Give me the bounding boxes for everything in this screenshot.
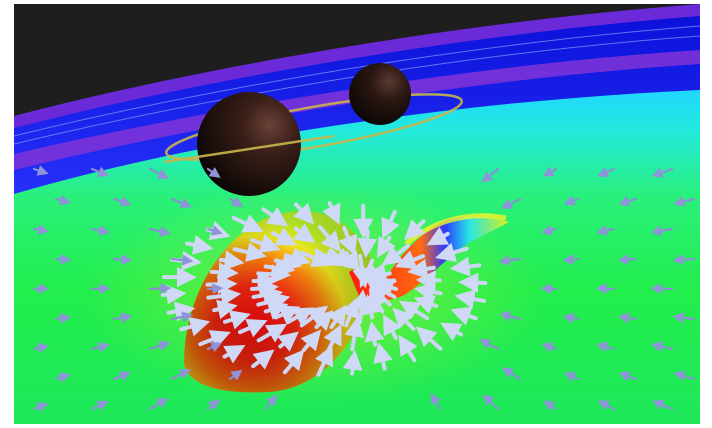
field-arrow [468,282,485,283]
field-arrow [568,259,578,260]
field-arrow [208,295,231,298]
field-arrow [371,280,394,282]
field-arrow [212,272,229,273]
field-arrow [163,294,177,295]
field-arrow [623,259,636,260]
field-arrow [56,318,66,319]
field-arrow [459,265,479,267]
field-arrow [369,304,372,318]
field-arrow [221,260,235,262]
field-arrow [266,267,286,270]
field-arrow [207,284,227,285]
field-arrow [656,288,672,289]
field-arrow [208,288,218,289]
field-arrow [373,331,375,345]
field-arrow [366,231,367,248]
field-arrow [678,259,694,260]
black-hole-small [349,63,411,125]
field-arrow [150,288,166,289]
field-arrow [34,229,44,230]
field-arrow [214,307,228,310]
field-arrow [601,288,614,289]
field-arrow [56,259,66,260]
field-arrow [114,259,127,260]
field-arrow [169,310,186,313]
field-arrow [417,268,434,271]
field-arrow [546,288,556,289]
field-arrow [360,299,362,322]
field-arrow [252,287,269,289]
field-arrow [352,360,354,374]
spacetime-curvature-visualization [14,4,700,424]
field-arrow [258,273,281,274]
